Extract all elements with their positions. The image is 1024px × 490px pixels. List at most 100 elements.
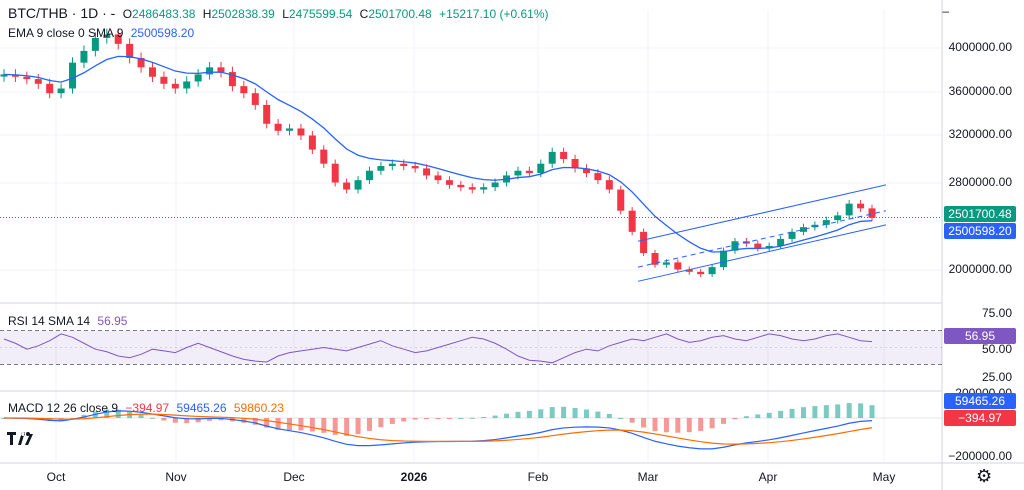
macd-hist-bar [618,417,624,419]
macd-hist-bar [412,418,418,420]
price-tick: 2000000.00 [948,262,1012,276]
close-value: 2501700.48 [368,7,432,21]
candle-body [845,203,853,216]
candle-body [206,67,214,75]
time-tick: Oct [46,470,66,484]
macd-hist-bar [515,411,521,418]
macd-hist-bar [469,417,475,419]
candle-body [194,74,202,82]
channel-lower [637,224,887,282]
candle-body [240,86,248,94]
candle-body [251,93,259,105]
time-tick: 2026 [400,470,428,484]
time-tick: Mar [637,470,659,484]
candle-body [480,187,488,190]
macd-legend[interactable]: MACD 12 26 close 9 −394.97 59465.26 5986… [8,400,288,416]
candle-body [560,151,568,159]
candle-body [651,253,659,265]
macd-hist-bar [149,417,155,419]
macd-hist-bar [732,418,738,420]
ema-legend[interactable]: EMA 9 close 0 SMA 9 2500598.20 [8,25,198,41]
open-value: 2486483.38 [132,7,196,21]
high-value: 2502838.39 [211,7,275,21]
rsi-line [3,333,873,364]
macd-hist-bar [355,418,361,435]
macd-hist-bar [172,418,178,423]
macd-hist-bar [675,418,681,433]
macd-hist-bar [70,418,76,419]
symbol-legend: BTC/THB · 1D · - O2486483.38 H2502838.39… [8,5,552,22]
candle-body [354,180,362,190]
macd-hist-bar [721,418,727,424]
macd-hist-bar [184,418,190,424]
channel-middle [637,210,887,268]
candle-body [445,180,453,185]
candle-body [674,262,682,270]
price-tick: 4000000.00 [948,40,1012,54]
gear-icon[interactable]: ⚙ [976,466,993,486]
candle-body [365,170,373,181]
macd-hist-bar [481,416,487,418]
ema-legend-value: 2500598.20 [130,26,195,40]
rsi-legend-value: 56.95 [97,314,128,328]
candle-body [46,83,54,94]
macd-hist-bar [264,418,270,428]
rsi-legend[interactable]: RSI 14 SMA 14 56.95 [8,313,131,329]
candle-body [286,128,294,131]
candle-body [822,220,830,225]
macd-hist-bar [812,406,818,418]
macd-hist-bar [766,412,772,418]
symbol-title[interactable]: BTC/THB · 1D · - [8,5,116,21]
macd-hist-bar [138,414,144,418]
high-key: H [202,7,212,21]
macd-hist-bar [835,404,841,418]
macd-line [3,410,873,450]
candle-body [400,163,408,167]
time-tick: Nov [165,470,187,484]
candle-body [777,238,785,246]
candle-body [411,166,419,169]
candle-body [857,203,865,209]
candle-body [685,269,693,272]
macd-hist-bar [401,418,407,422]
macd-hist-bar [218,418,224,421]
candle-body [434,175,442,181]
minimize-button[interactable]: – [942,4,949,18]
candle-body [628,210,636,232]
low-value: 2475599.54 [288,7,353,21]
ema-price-tag: 2500598.20 [944,223,1016,239]
macd-hist-bar [47,418,53,421]
candle-body [605,180,613,190]
macd-hist-bar [378,418,384,428]
macd-legend-signal: 59860.23 [233,401,284,415]
macd-hist-bar [800,407,806,418]
candle-body [788,231,796,239]
change-value: +15217.10 (+0.61%) [439,7,549,21]
macd-tick: −200000.00 [948,449,1012,463]
candle-body [582,168,590,174]
macd-value-tag: 59465.26 [944,393,1016,409]
candle-body [799,227,807,232]
macd-hist-bar [115,409,121,418]
price-tick: 3600000.00 [948,84,1012,98]
candle-body [160,76,168,84]
time-tick: Dec [283,470,305,484]
tradingview-logo-icon[interactable] [6,430,34,452]
macd-hist-bar [595,411,601,418]
channel-upper [637,184,887,242]
macd-hist-bar [606,414,612,418]
candle-body [468,187,476,190]
signal-line [3,413,873,445]
macd-hist-bar [458,417,464,419]
close-key: C [359,7,369,21]
candle-body [183,81,191,89]
candle-body [320,149,328,164]
candle-body [617,189,625,211]
low-key: L [282,7,289,21]
time-tick: May [872,470,896,484]
macd-hist-bar [709,418,715,429]
macd-hist-bar [104,409,110,418]
candle-body [377,166,385,171]
macd-hist-bar [561,406,567,418]
